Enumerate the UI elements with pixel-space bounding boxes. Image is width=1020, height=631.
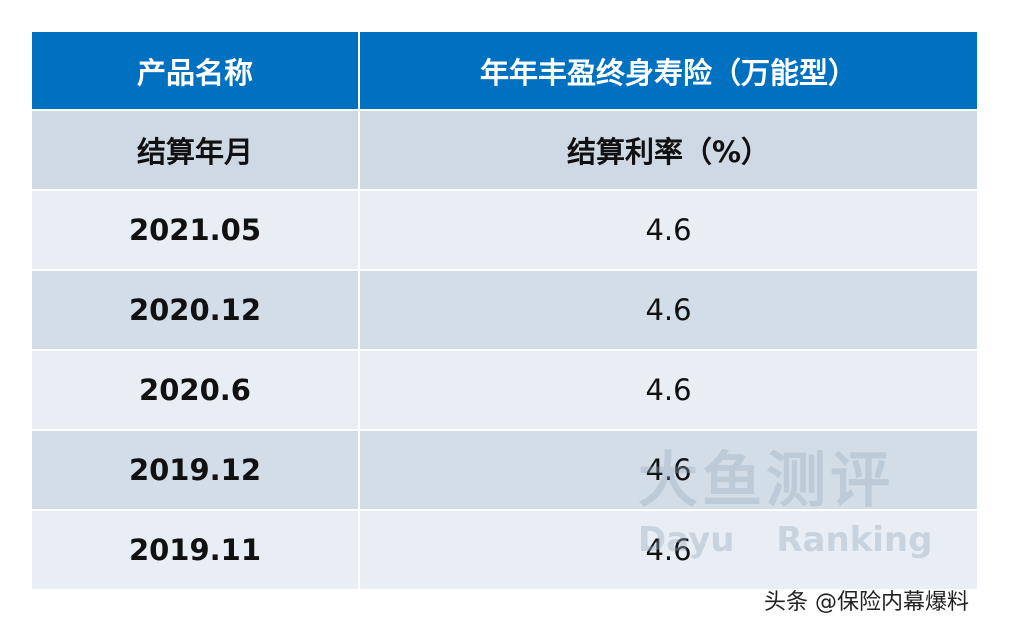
subheader-cell: 结算利率（%） — [360, 111, 977, 189]
date-cell: 2019.11 — [32, 511, 358, 589]
header-cell: 产品名称 — [32, 32, 358, 109]
subheader-cell: 结算年月 — [32, 111, 358, 189]
watermark-subtitle: Dayu Ranking — [638, 520, 933, 560]
rate-cell: 4.6 — [360, 431, 977, 509]
watermark-title: 大鱼测评 — [638, 446, 894, 516]
date-cell: 2020.6 — [32, 351, 358, 429]
date-cell: 2021.05 — [32, 191, 358, 269]
date-cell: 2020.12 — [32, 271, 358, 349]
rate-cell: 4.6 — [360, 351, 977, 429]
date-cell: 2019.12 — [32, 431, 358, 509]
footer-credit: 头条 @保险内幕爆料 — [764, 590, 969, 615]
rate-cell: 4.6 — [360, 271, 977, 349]
rate-cell: 4.6 — [360, 511, 977, 589]
header-cell: 年年丰盈终身寿险（万能型） — [360, 32, 977, 109]
rate-cell: 4.6 — [360, 191, 977, 269]
